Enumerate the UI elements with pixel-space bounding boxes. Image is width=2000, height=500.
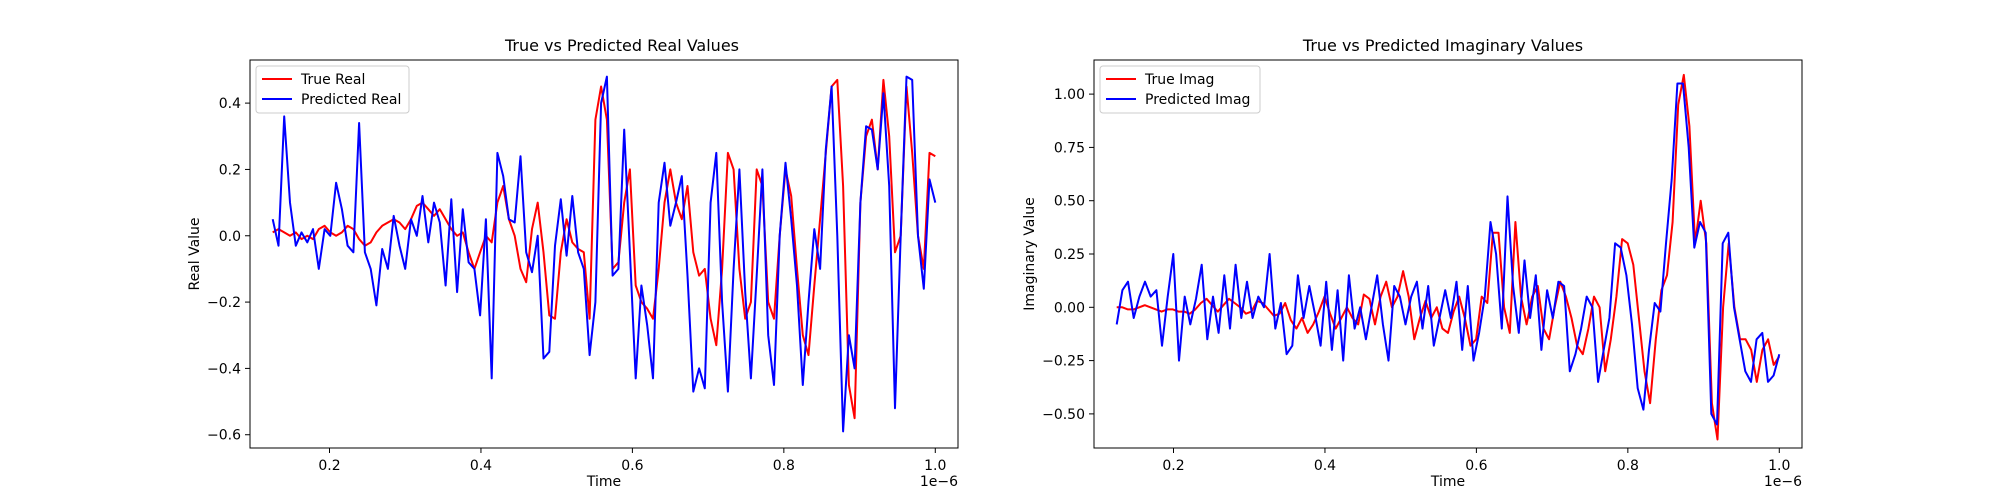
- imag-series-predicted-line: [1115, 82, 1781, 426]
- imag-plot-frame: [1093, 59, 1803, 449]
- real-legend-label-predicted: Predicted Real: [301, 92, 401, 108]
- real-x-offset-label: 1e−6: [920, 474, 958, 490]
- imag-x-offset-label: 1e−6: [1764, 474, 1802, 490]
- real-legend-box: [255, 65, 410, 114]
- imag-chart-title: True vs Predicted Imaginary Values: [1302, 36, 1583, 55]
- real-x-tick-label: 1.0: [924, 458, 946, 474]
- imag-x-tick-label: 0.6: [1465, 458, 1487, 474]
- real-x-tick-label: 0.4: [470, 458, 492, 474]
- imag-x-tick-label: 0.2: [1162, 458, 1184, 474]
- imag-legend: True Imag Predicted Imag: [1099, 65, 1261, 114]
- imag-x-tick-label: 0.8: [1617, 458, 1639, 474]
- real-y-tick-label: −0.4: [207, 361, 241, 377]
- real-x-tick-label: 0.6: [621, 458, 643, 474]
- real-values-chart: True vs Predicted Real Values 0.2 0.4 0.6 0…: [187, 36, 959, 490]
- real-y-tick-label: −0.2: [207, 295, 241, 311]
- real-y-tick-label: 0.2: [219, 162, 241, 178]
- real-x-tick-label: 0.2: [318, 458, 340, 474]
- imag-x-tick-label: 1.0: [1768, 458, 1790, 474]
- imag-legend-box: [1099, 65, 1261, 114]
- real-y-tick-label: −0.6: [207, 428, 241, 444]
- real-plot-frame: [249, 59, 959, 449]
- imag-x-axis-label: Time: [1430, 474, 1465, 490]
- imag-y-tick-label: −0.50: [1042, 407, 1085, 423]
- imag-y-tick-label: 0.00: [1054, 300, 1085, 316]
- imag-x-tick-label: 0.4: [1314, 458, 1336, 474]
- imag-legend-label-predicted: Predicted Imag: [1145, 92, 1250, 108]
- imag-legend-label-true: True Imag: [1144, 72, 1214, 88]
- real-series-predicted-line: [271, 75, 937, 433]
- real-y-axis-label: Real Value: [187, 217, 203, 290]
- real-legend-label-true: True Real: [300, 72, 365, 88]
- real-x-axis-label: Time: [586, 474, 621, 490]
- imag-y-tick-label: 1.00: [1054, 87, 1085, 103]
- real-series-true-line: [272, 78, 936, 420]
- imag-y-tick-label: 0.75: [1054, 140, 1085, 156]
- imaginary-values-chart: True vs Predicted Imaginary Values 0.2 0.…: [1022, 36, 1803, 490]
- real-x-tick-label: 0.8: [773, 458, 795, 474]
- imag-y-tick-label: 0.25: [1054, 247, 1085, 263]
- real-legend: True Real Predicted Real: [255, 65, 410, 114]
- imag-y-axis-label: Imaginary Value: [1022, 197, 1038, 311]
- real-y-tick-label: 0.4: [219, 96, 241, 112]
- real-chart-title: True vs Predicted Real Values: [504, 36, 739, 55]
- imag-series-true-line: [1116, 73, 1781, 441]
- imag-y-tick-label: −0.25: [1042, 354, 1085, 370]
- real-y-tick-label: 0.0: [219, 229, 241, 245]
- imag-y-tick-label: 0.50: [1054, 194, 1085, 210]
